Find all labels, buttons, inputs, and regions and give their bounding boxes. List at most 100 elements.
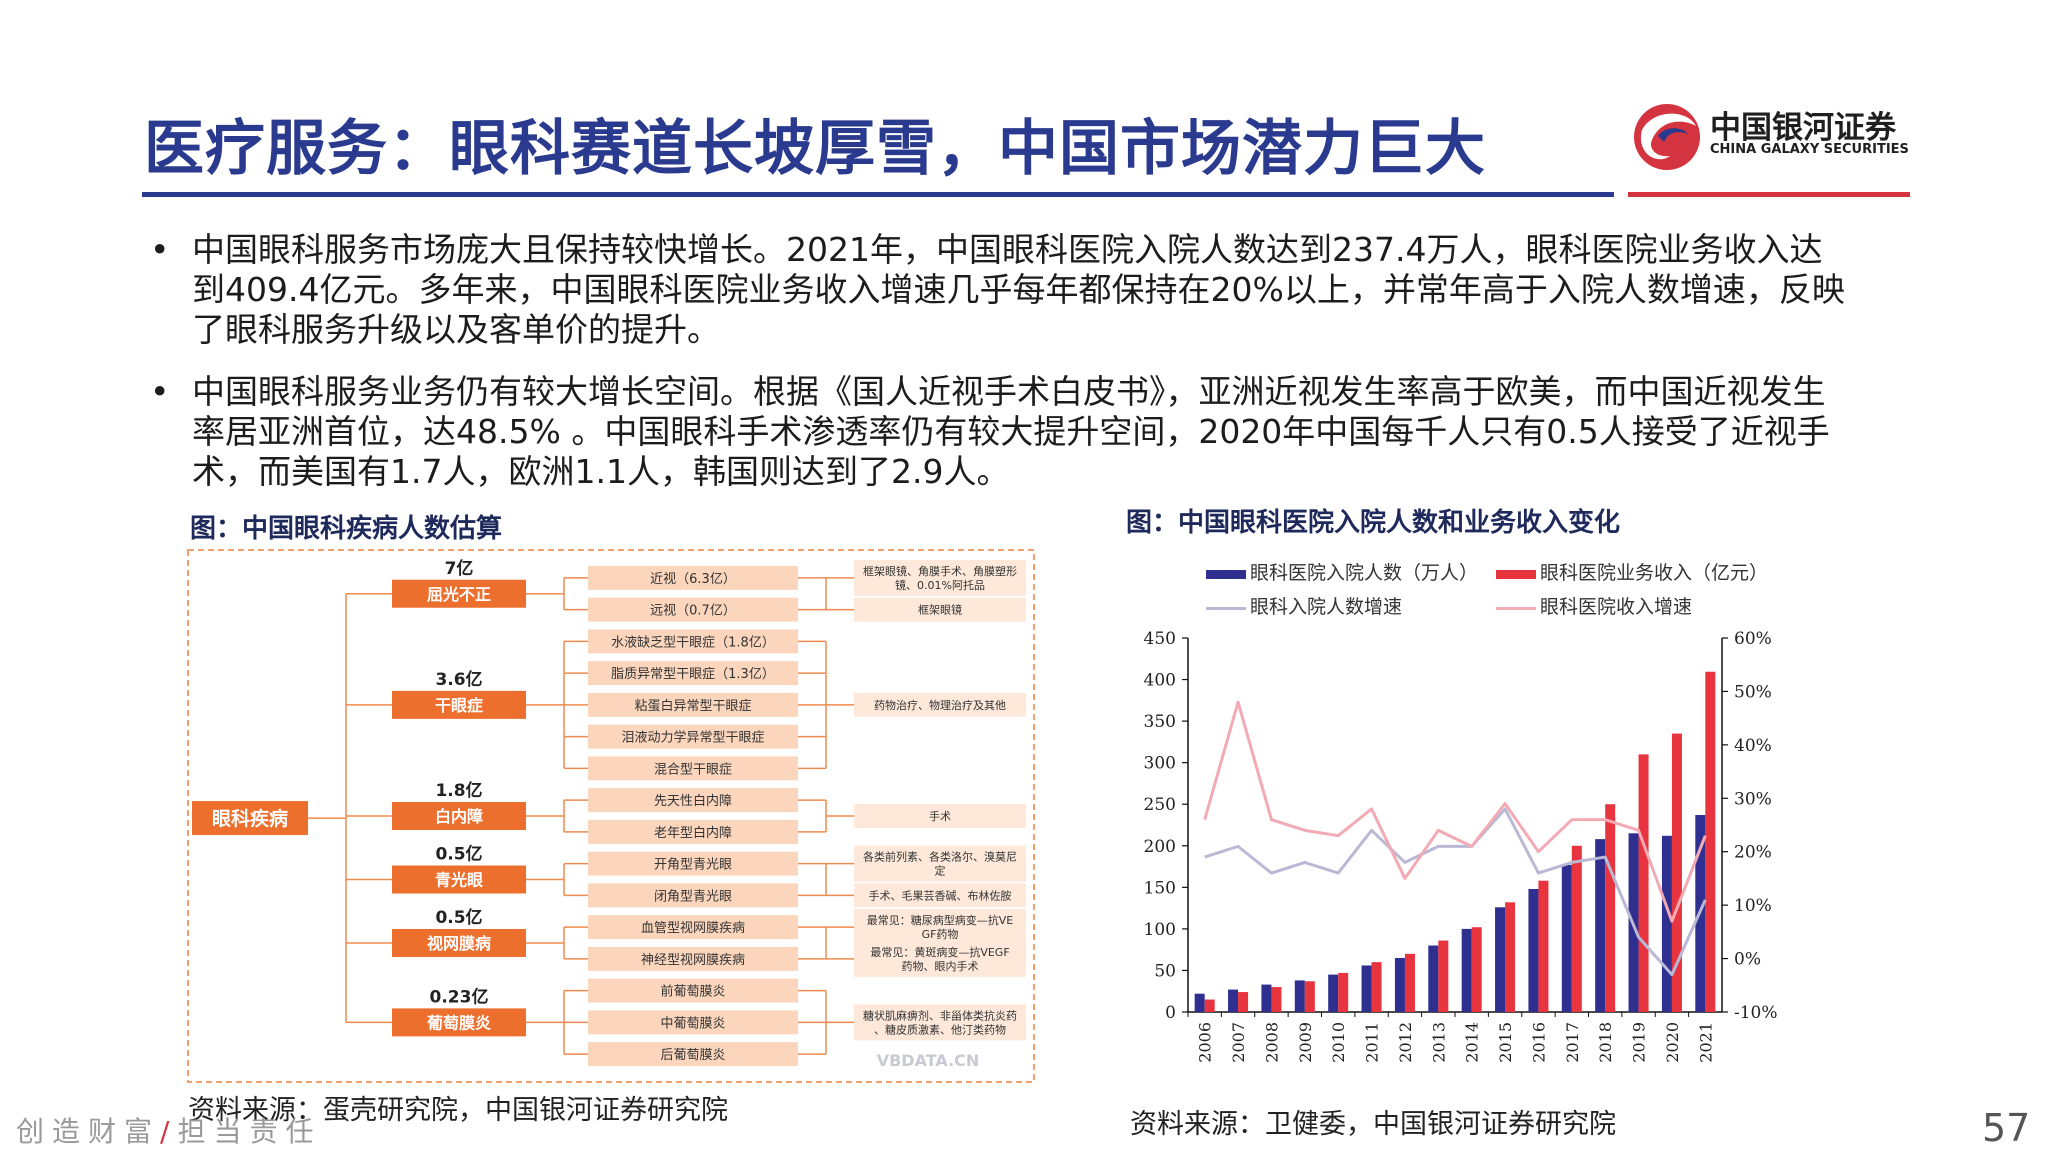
x-tick-label: 2021 <box>1696 1022 1715 1063</box>
left-tick-label: 200 <box>1144 837 1176 857</box>
bar-revenue <box>1605 804 1616 1012</box>
treatment-label: 手术 <box>929 809 951 823</box>
bullet-dot-icon: • <box>150 372 170 411</box>
legend-item: 眼科入院人数增速 <box>1206 592 1402 619</box>
disease-type-box <box>588 661 798 686</box>
disease-type-label: 先天性白内障 <box>654 793 732 809</box>
bullet-dot-icon: • <box>150 230 170 269</box>
disease-count: 0.23亿 <box>430 986 489 1007</box>
slogan-right: 担当责任 <box>177 1115 322 1148</box>
disease-type-box <box>588 1042 798 1067</box>
left-tick-label: 100 <box>1144 920 1176 940</box>
x-tick-label: 2014 <box>1463 1022 1482 1063</box>
x-tick-label: 2010 <box>1329 1022 1348 1063</box>
bar-admissions <box>1361 965 1372 1012</box>
right-tick-label: 40% <box>1734 736 1772 756</box>
disease-category-box <box>392 1008 526 1037</box>
right-tick-label: 60% <box>1734 629 1772 649</box>
right-tick-label: 0% <box>1734 950 1761 970</box>
treatment-box <box>854 804 1026 828</box>
disease-category-label: 视网膜病 <box>427 934 491 953</box>
treatment-box <box>854 845 1026 882</box>
bar-revenue <box>1671 733 1682 1012</box>
right-figure-caption: 图：中国眼科医院入院人数和业务收入变化 <box>1126 508 1621 538</box>
bullet-text: 中国眼科服务业务仍有较大增长空间。根据《国人近视手术白皮书》，亚洲近视发生率高于… <box>192 372 1830 491</box>
galaxy-logo-icon <box>1634 104 1700 170</box>
disease-type-box <box>588 788 798 813</box>
disease-category-label: 青光眼 <box>435 871 483 890</box>
left-tick-label: 50 <box>1154 961 1176 981</box>
right-tick-label: 50% <box>1734 682 1772 702</box>
disease-type-box <box>588 978 798 1003</box>
disease-type-box <box>588 946 798 971</box>
x-tick-label: 2019 <box>1630 1022 1649 1063</box>
legend-swatch <box>1206 569 1246 579</box>
logo-chinese-name: 中国银河证券 <box>1710 110 1896 146</box>
disease-type-label: 粘蛋白异常型干眼症 <box>634 698 751 714</box>
treatment-box <box>854 597 1026 622</box>
treatment-label: 药物治疗、物理治疗及其他 <box>874 698 1006 712</box>
bar-admissions <box>1294 980 1305 1012</box>
legend-swatch <box>1496 606 1536 610</box>
treatment-label: 框架眼镜 <box>918 603 962 617</box>
root-box <box>192 801 308 836</box>
disease-type-label: 中葡萄膜炎 <box>660 1016 725 1031</box>
slogan-left: 创造财富 <box>16 1115 161 1148</box>
line-admissions-growth <box>1204 807 1707 977</box>
treatment-box <box>854 940 1026 977</box>
disease-type-label: 血管型视网膜疾病 <box>641 921 745 936</box>
legend-label: 眼科医院业务收入（亿元） <box>1540 562 1769 584</box>
bar-admissions <box>1561 864 1572 1012</box>
bar-admissions <box>1595 839 1606 1012</box>
legend-swatch <box>1496 569 1536 579</box>
bar-revenue <box>1204 999 1215 1012</box>
treatment-label: 糖状肌麻痹剂、非甾体类抗炎药、糖皮质激素、他汀类药物 <box>863 1008 1017 1036</box>
x-tick-label: 2018 <box>1596 1022 1615 1063</box>
disease-category-box <box>392 929 526 957</box>
disease-type-label: 后葡萄膜炎 <box>660 1048 725 1063</box>
treatment-label: 各类前列素、各类洛尔、溴莫尼定 <box>863 850 1017 878</box>
footer-slogan: 创造财富/担当责任 <box>16 1110 321 1150</box>
treatment-label: 手术、毛果芸香碱、布林佐胺 <box>869 888 1012 902</box>
right-tick-label: -10% <box>1734 1003 1778 1023</box>
legend-label: 眼科医院收入增速 <box>1540 596 1693 618</box>
disease-type-label: 神经型视网膜疾病 <box>641 953 745 968</box>
bar-admissions <box>1661 835 1672 1012</box>
disease-category-box <box>392 579 526 608</box>
page-number: 57 <box>1982 1106 2031 1150</box>
disease-type-box <box>588 915 798 940</box>
treatment-box <box>854 1004 1026 1041</box>
bullet-list: • 中国眼科服务市场庞大且保持较快增长。2021年，中国眼科医院入院人数达到23… <box>150 230 1850 514</box>
disease-type-label: 混合型干眼症 <box>654 762 732 777</box>
bar-revenue <box>1271 987 1282 1012</box>
bar-admissions <box>1428 945 1439 1012</box>
disease-category-box <box>392 865 526 894</box>
disease-category-label: 葡萄膜炎 <box>426 1013 491 1032</box>
disease-type-box <box>588 724 798 749</box>
legend-item: 眼科医院收入增速 <box>1496 592 1692 619</box>
left-figure-caption: 图：中国眼科疾病人数估算 <box>190 514 503 544</box>
x-tick-label: 2008 <box>1262 1022 1281 1063</box>
disease-type-box <box>588 883 798 908</box>
x-tick-label: 2020 <box>1663 1022 1682 1063</box>
bullet-item: • 中国眼科服务业务仍有较大增长空间。根据《国人近视手术白皮书》，亚洲近视发生率… <box>150 372 1850 492</box>
bar-revenue <box>1638 754 1649 1012</box>
disease-type-box <box>588 692 798 717</box>
slogan-slash: / <box>160 1115 178 1148</box>
x-tick-label: 2012 <box>1396 1022 1415 1063</box>
disease-count: 1.8亿 <box>435 780 482 801</box>
treatment-box <box>854 883 1026 908</box>
disease-category-box <box>392 690 526 719</box>
bar-admissions <box>1328 974 1339 1012</box>
treatment-box <box>854 692 1026 717</box>
bar-admissions <box>1228 989 1239 1012</box>
bar-revenue <box>1438 940 1449 1012</box>
disease-count: 0.5亿 <box>435 844 482 865</box>
disease-type-label: 前葡萄膜炎 <box>660 984 725 1000</box>
disease-type-box <box>588 565 798 590</box>
disease-category-label: 屈光不正 <box>427 585 491 604</box>
company-logo: 中国银河证券 CHINA GALAXY SECURITIES <box>1630 96 1930 176</box>
bar-revenue <box>1538 880 1549 1012</box>
left-tick-label: 300 <box>1144 754 1176 774</box>
